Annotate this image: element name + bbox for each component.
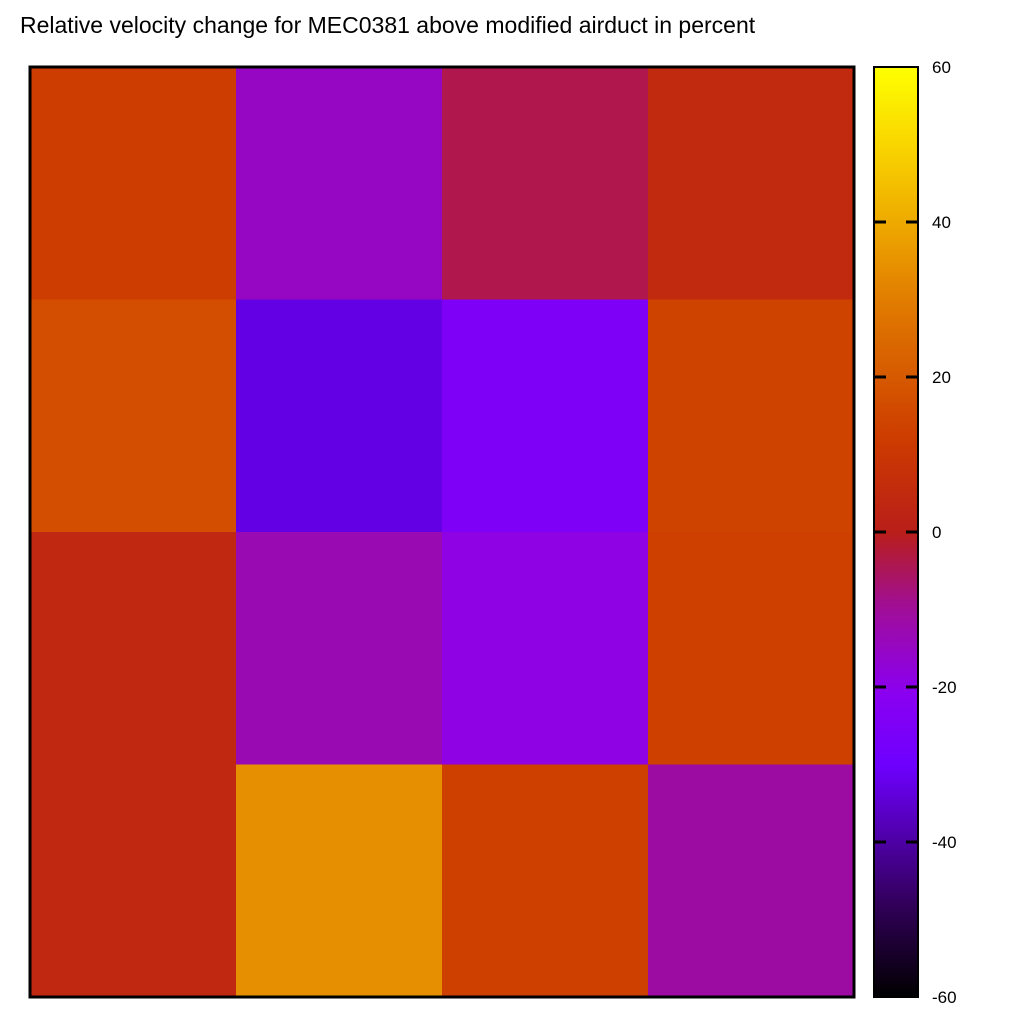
heatmap-cell-r1-c0 [30,299,237,533]
heatmap-cell-r0-c1 [236,67,443,300]
heatmap-cell-r3-c0 [30,764,237,998]
colorbar-tick-label: 60 [932,58,951,77]
heatmap-cell-r1-c3 [648,299,855,533]
heatmap-cell-r3-c1 [236,764,443,998]
heatmap-cell-r2-c2 [442,532,649,765]
heatmap-cell-r2-c0 [30,532,237,765]
colorbar-tick-label: 0 [932,523,941,542]
heatmap-cell-r1-c1 [236,299,443,533]
heatmap-cell-r3-c2 [442,764,649,998]
heatmap-cell-r2-c3 [648,532,855,765]
heatmap-cell-r0-c2 [442,67,649,300]
colorbar-tick-label: -40 [932,833,957,852]
heatmap-cell-r2-c1 [236,532,443,765]
colorbar-tick-label: -20 [932,678,957,697]
colorbar-tick-label: -60 [932,988,957,1007]
heatmap-cell-r0-c0 [30,67,237,300]
chart-title: Relative velocity change for MEC0381 abo… [20,12,756,38]
plot-frame [28,65,856,999]
colorbar-tick-label: 20 [932,368,951,387]
heatmap-cell-r1-c2 [442,299,649,533]
colorbar-tick-label: 40 [932,213,951,232]
heatmap-cell-r0-c3 [648,67,855,300]
heatmap-cell-r3-c3 [648,764,855,998]
